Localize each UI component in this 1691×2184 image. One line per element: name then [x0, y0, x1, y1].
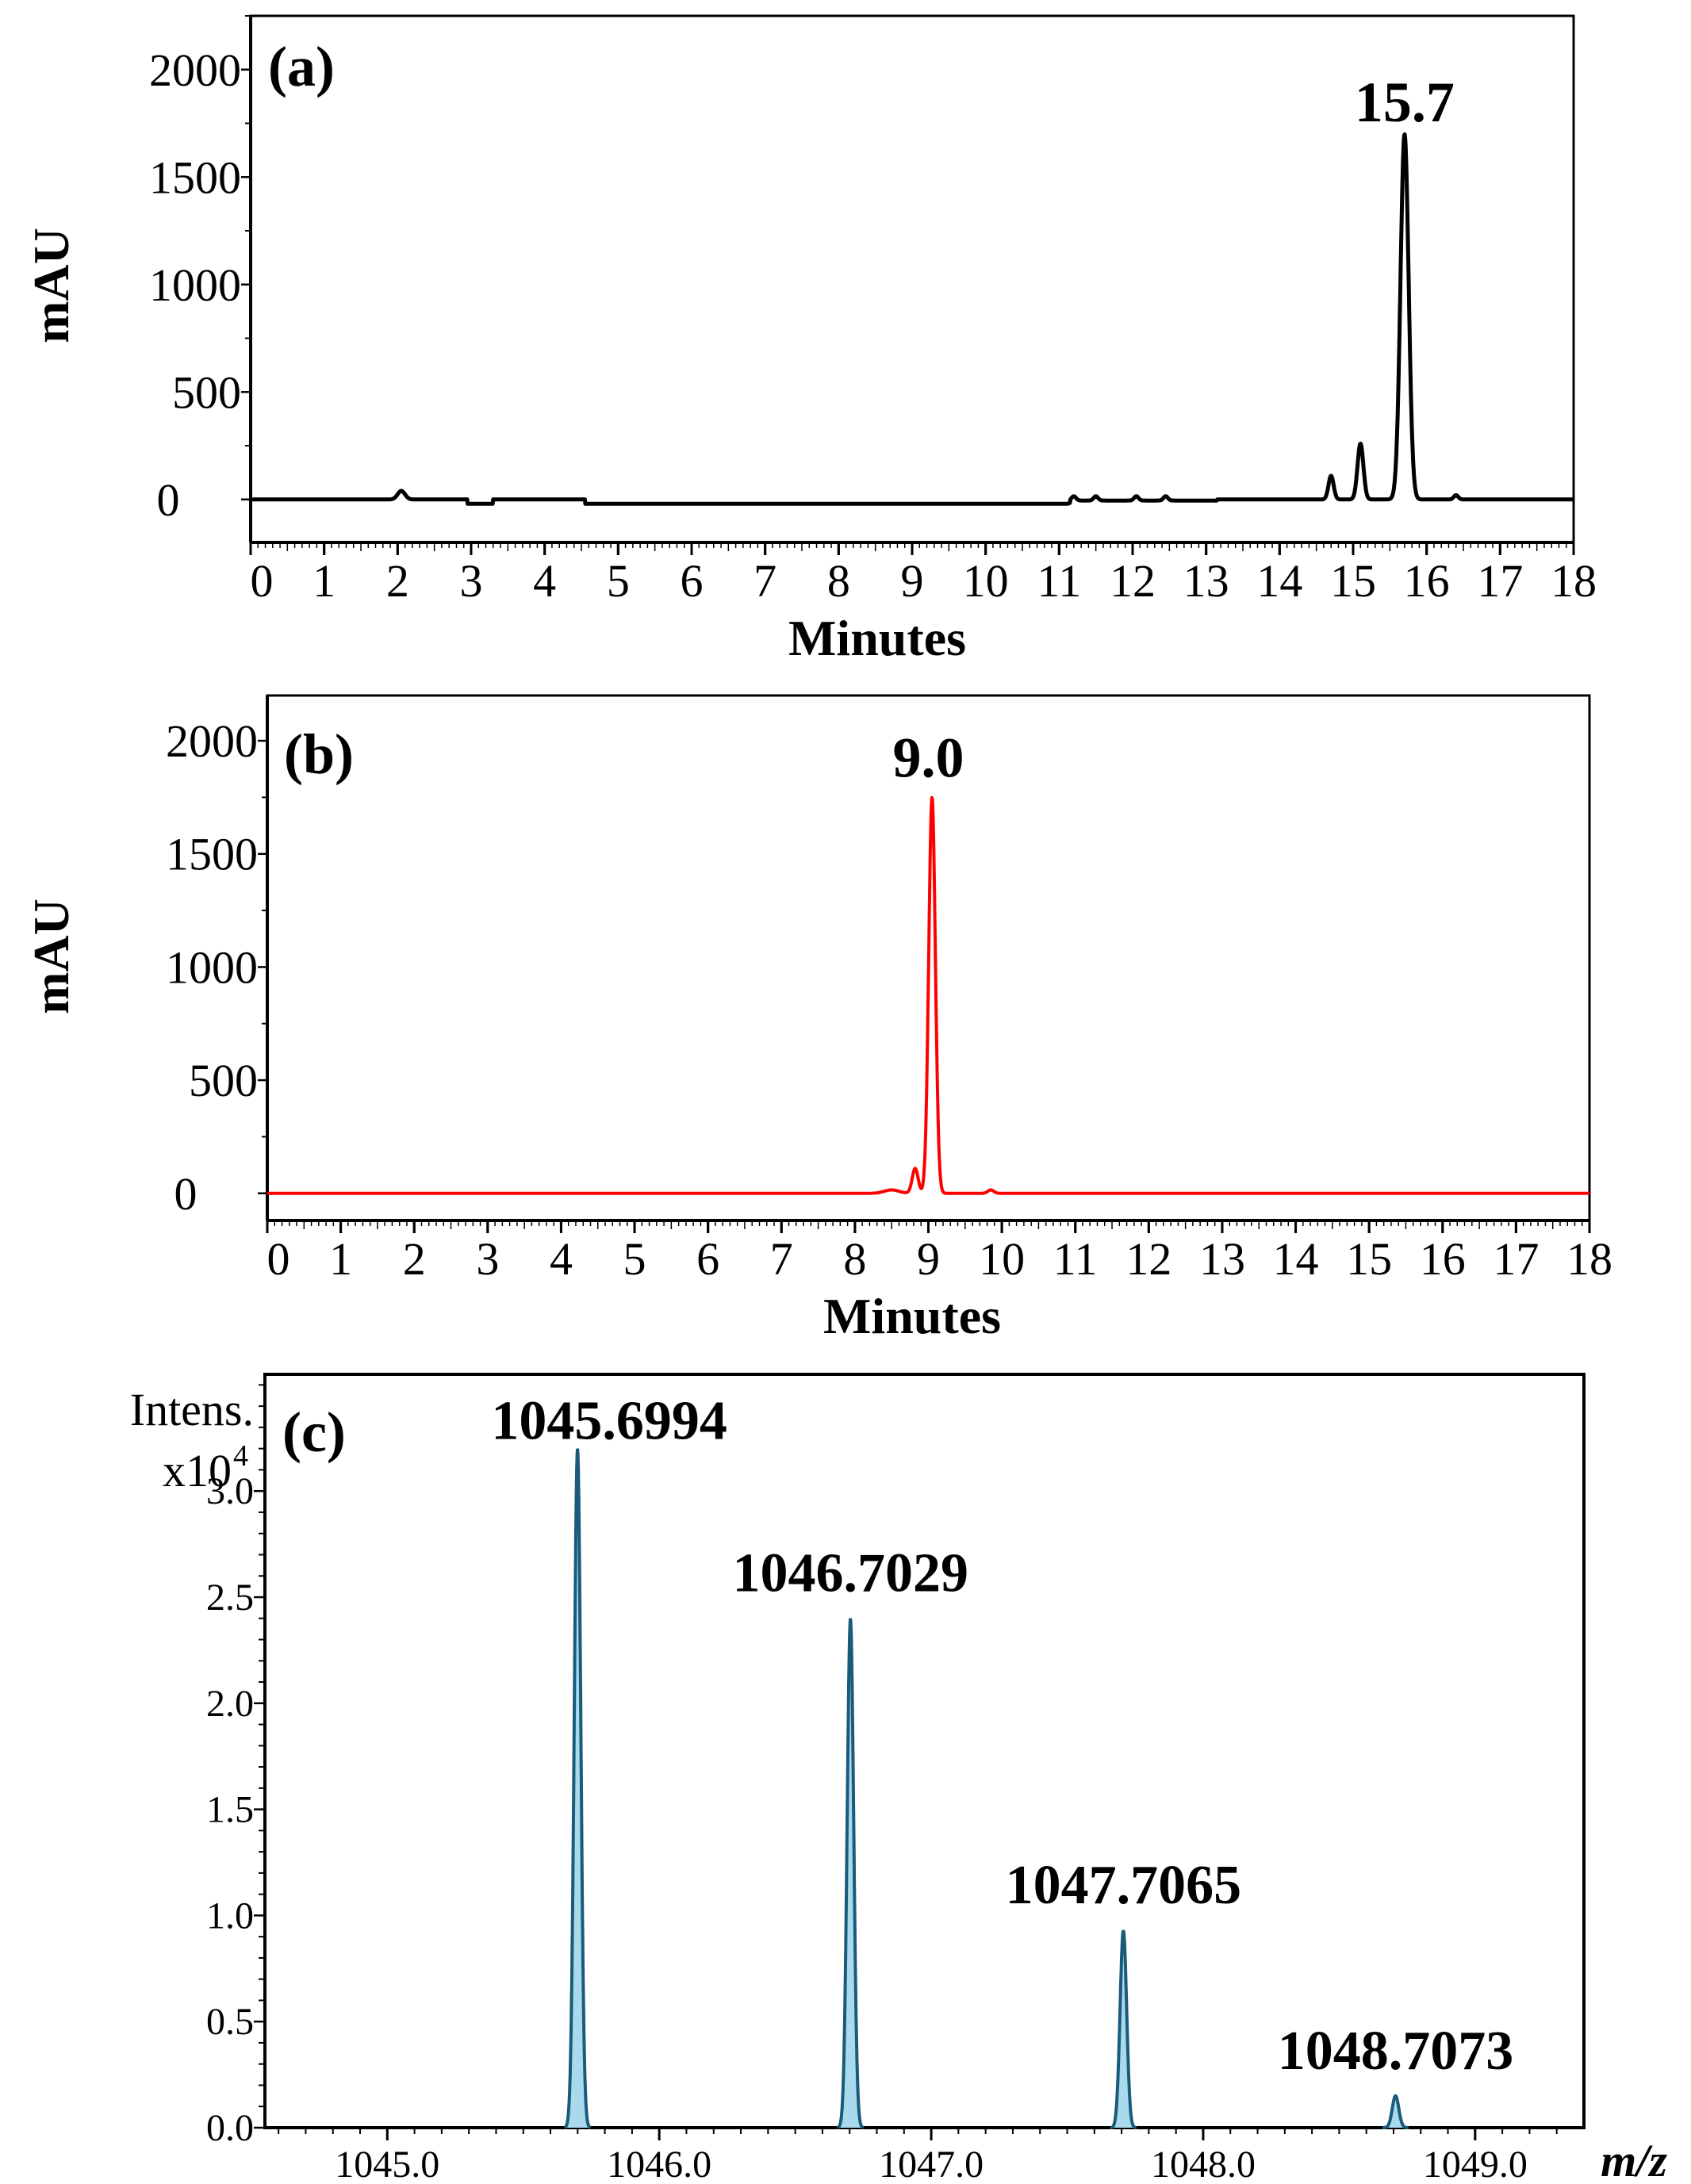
c-y-tick-label: 0.5	[206, 2001, 254, 2043]
panel-a-x-ticks: 0 1 2 3 4 5 6 7 8 9 10 11 12 13 14 15 16 17 18	[249, 542, 1597, 607]
a-x-tick-label: 8	[827, 555, 850, 607]
panel-a-x-axis-title: Minutes	[788, 610, 966, 666]
b-x-tick-label: 16	[1420, 1233, 1466, 1285]
a-x-tick-label: 5	[607, 555, 630, 607]
peak-2-label: 1046.7029	[732, 1543, 968, 1604]
b-x-tick-label: 9	[917, 1233, 940, 1285]
panel-c-y-axis-title-line1: Intens.	[130, 1384, 254, 1435]
panel-c-label: (c)	[282, 1400, 346, 1464]
panel-b-label: (b)	[284, 722, 354, 786]
b-x-tick-label: 6	[696, 1233, 719, 1285]
panel-c-peaks: 1045.6994 1046.7029 1047.7065 1048.7073	[491, 1391, 1514, 2129]
panel-b-x-axis-title: Minutes	[823, 1288, 1001, 1344]
b-x-tick-label: 11	[1053, 1233, 1098, 1285]
a-x-tick-label: 4	[533, 555, 556, 607]
a-x-tick-label: 7	[753, 555, 776, 607]
panel-b-y-ticks: 0 500 1000 1500 2000	[166, 715, 267, 1220]
b-x-tick-label: 2	[403, 1233, 426, 1285]
a-x-tick-label: 3	[460, 555, 483, 607]
panel-c-y-ticks: 0.0 0.5 1.0 1.5 2.0 2.5 3.0	[206, 1470, 265, 2149]
b-y-tick-label: 1000	[166, 941, 258, 993]
panel-b-x-ticks: 0 1 2 3 4 5 6 7 8 9 10 11 12 13 14 15 16 17 18	[266, 1220, 1612, 1285]
a-x-tick-label: 17	[1477, 555, 1523, 607]
a-x-tick-label: 16	[1404, 555, 1450, 607]
a-y-tick-label: 500	[172, 366, 241, 418]
panel-a-y-axis-title: mAU	[23, 228, 79, 343]
panel-c-x-axis-title: m/z	[1601, 2135, 1667, 2184]
b-x-tick-label: 13	[1199, 1233, 1245, 1285]
b-x-tick-label: 18	[1566, 1233, 1612, 1285]
a-x-tick-label: 15	[1330, 555, 1376, 607]
b-x-tick-label: 7	[770, 1233, 793, 1285]
c-y-tick-label: 3.0	[206, 1470, 254, 1512]
b-x-tick-label: 3	[476, 1233, 499, 1285]
peak-3-outline	[1110, 1929, 1137, 2129]
peak-1-label: 1045.6994	[491, 1391, 727, 1452]
a-x-tick-label: 18	[1551, 555, 1597, 607]
panel-b-y-axis-title: mAU	[23, 899, 79, 1014]
panel-c-plot-frame	[263, 1373, 1586, 2129]
c-x-tick-label: 1048.0	[1151, 2144, 1256, 2184]
panel-c-y-axis-exponent: 4	[233, 1439, 248, 1473]
panel-a-label: (a)	[268, 35, 335, 98]
a-y-tick-label: 1000	[149, 259, 241, 311]
peak-1-fill	[564, 1448, 591, 2128]
b-x-tick-label: 8	[843, 1233, 866, 1285]
peak-4-outline	[1382, 2094, 1409, 2129]
a-x-tick-label: 13	[1183, 555, 1229, 607]
peak-3-label: 1047.7065	[1006, 1855, 1242, 1916]
panel-b-trace-line	[266, 795, 1591, 1195]
peak-1-outline	[563, 1448, 592, 2129]
c-x-tick-label: 1046.0	[607, 2144, 711, 2184]
panel-c-y-axis-title-line2: x10	[163, 1445, 232, 1496]
b-x-tick-label: 5	[623, 1233, 646, 1285]
panel-c-mass-spectrum: 1045.0 1046.0 1047.0 1048.0 1049.0 0.0 0.5 1.0…	[130, 1373, 1667, 2184]
c-y-tick-label: 1.5	[206, 1789, 254, 1831]
c-x-tick-label: 1047.0	[879, 2144, 984, 2184]
b-x-tick-label: 10	[979, 1233, 1025, 1285]
a-x-tick-label: 12	[1110, 555, 1156, 607]
peak-4-fill	[1382, 2095, 1409, 2128]
b-x-tick-label: 17	[1493, 1233, 1539, 1285]
b-x-tick-label: 1	[329, 1233, 352, 1285]
b-x-tick-label: 14	[1273, 1233, 1319, 1285]
c-y-tick-label: 2.5	[206, 1577, 254, 1619]
a-x-tick-label: 10	[963, 555, 1009, 607]
c-y-tick-label: 1.0	[206, 1895, 254, 1937]
a-x-tick-label: 11	[1037, 555, 1081, 607]
b-y-tick-label: 2000	[166, 715, 258, 767]
a-x-tick-label: 6	[681, 555, 704, 607]
a-x-tick-label: 9	[901, 555, 924, 607]
panel-a-chromatogram: 0 1 2 3 4 5 6 7 8 9 10 11 12 13 14 15 16 17 18 05001000150…	[23, 14, 1597, 666]
c-y-tick-label: 2.0	[206, 1683, 254, 1725]
peak-3-fill	[1110, 1930, 1137, 2128]
b-y-tick-label: 1500	[166, 829, 258, 880]
peak-2-fill	[837, 1618, 864, 2128]
c-x-tick-label: 1049.0	[1423, 2144, 1528, 2184]
c-y-tick-label: 0.0	[206, 2107, 254, 2149]
a-x-tick-label: 2	[386, 555, 409, 607]
panel-a-y-ticks: 0 500 1000 1500 2000	[149, 44, 251, 526]
peak-2-outline	[837, 1618, 865, 2129]
b-y-tick-label: 0	[174, 1168, 197, 1220]
panel-a-peak-annotation: 15.7	[1355, 71, 1455, 134]
panel-a-trace-line	[249, 132, 1575, 506]
panel-b-peak-annotation: 9.0	[893, 726, 964, 790]
a-y-tick-label: 2000	[149, 44, 241, 96]
b-x-tick-label: 15	[1346, 1233, 1392, 1285]
a-y-tick-label: 0	[157, 474, 180, 526]
a-x-tick-label: 0	[251, 555, 274, 607]
b-x-tick-label: 0	[267, 1233, 290, 1285]
a-x-tick-label: 14	[1256, 555, 1302, 607]
a-y-tick-label: 1500	[149, 151, 241, 203]
b-x-tick-label: 12	[1125, 1233, 1171, 1285]
b-y-tick-label: 500	[189, 1055, 258, 1106]
c-x-tick-label: 1045.0	[335, 2144, 439, 2184]
panel-b-chromatogram: 0 1 2 3 4 5 6 7 8 9 10 11 12 13 14 15 16 17 18 05001000150…	[23, 694, 1612, 1344]
peak-4-label: 1048.7073	[1278, 2021, 1514, 2082]
b-x-tick-label: 4	[550, 1233, 573, 1285]
a-x-tick-label: 1	[313, 555, 336, 607]
panel-c-x-ticks: 1045.0 1046.0 1047.0 1048.0 1049.0	[335, 2128, 1528, 2184]
